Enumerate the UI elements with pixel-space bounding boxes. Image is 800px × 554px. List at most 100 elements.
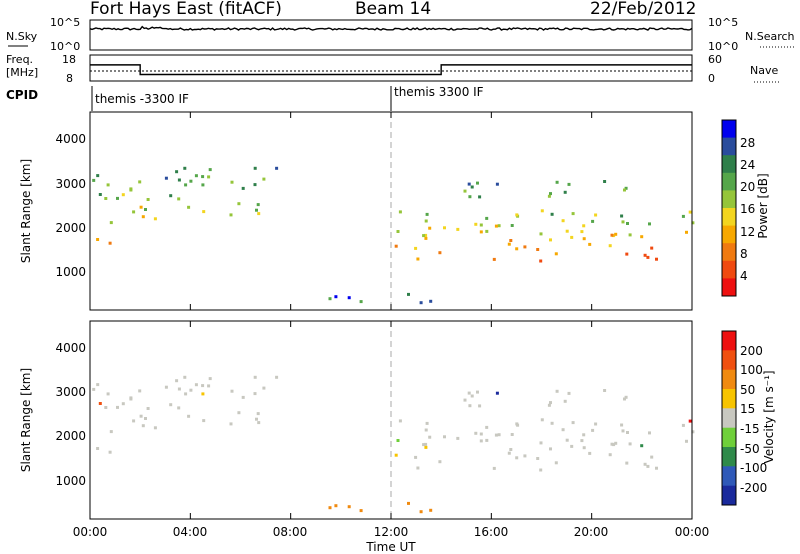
- power-colorbar-swatch-5: [722, 208, 736, 227]
- power-cell: [419, 301, 423, 305]
- vel-cbtick-neg200: -200: [740, 481, 767, 495]
- velocity-cell: [328, 506, 332, 510]
- power-cbtick-28: 28: [740, 136, 755, 150]
- velocity-cell: [626, 431, 629, 434]
- velocity-cell: [650, 455, 654, 459]
- power-cell: [146, 198, 150, 201]
- x-axis-label: Time UT: [365, 540, 416, 554]
- power-cell: [492, 257, 496, 261]
- noise-left-label: N.Sky: [6, 30, 38, 43]
- power-cell: [563, 190, 567, 194]
- velocity-cell: [201, 392, 205, 396]
- power-cbtick-24: 24: [740, 158, 755, 172]
- xtick-0: 00:00: [73, 525, 108, 539]
- power-cell: [144, 208, 147, 211]
- velocity-cell: [567, 391, 571, 395]
- velocity-cell: [407, 501, 410, 505]
- velocity-cell: [92, 387, 96, 391]
- power-cell: [255, 208, 258, 212]
- velocity-cell: [685, 439, 688, 443]
- power-cell: [207, 175, 211, 179]
- power-cbtick-4: 4: [740, 269, 748, 283]
- velocity-cell: [582, 446, 586, 450]
- velocity-cell: [253, 375, 257, 379]
- power-cell: [540, 209, 544, 213]
- velocity-colorbar-frame: [721, 330, 737, 506]
- velocity-cell: [691, 430, 695, 434]
- velocity-cell: [230, 389, 234, 393]
- velocity-cell: [580, 439, 584, 443]
- vel-cbtick-neg100: -100: [740, 461, 767, 475]
- xtick-4: 04:00: [173, 525, 208, 539]
- power-cell: [549, 192, 552, 196]
- power-cell: [495, 182, 499, 186]
- velocity-cell: [681, 423, 685, 427]
- velocity-cell: [479, 432, 483, 436]
- power-cell: [443, 226, 446, 230]
- velocity-cell: [624, 395, 628, 399]
- velocity-cell: [554, 461, 558, 465]
- power-cell: [507, 242, 511, 246]
- power-cell: [612, 234, 616, 238]
- power-cell: [230, 180, 234, 184]
- velocity-cell: [424, 442, 428, 446]
- velocity-cell: [109, 430, 113, 434]
- power-cell: [424, 236, 428, 240]
- velocity-cell: [550, 421, 554, 425]
- power-cell: [96, 238, 100, 241]
- power-cell: [650, 246, 654, 250]
- power-cell: [640, 235, 644, 239]
- velocity-cell: [139, 414, 143, 418]
- velocity-cell: [655, 466, 658, 470]
- power-scatter: [92, 166, 695, 305]
- vel-cbtick-15: 15: [740, 402, 755, 416]
- power-cell: [257, 212, 261, 216]
- velocity-ytick-2000: 2000: [55, 429, 86, 443]
- power-cell: [571, 212, 575, 216]
- power-cell: [536, 248, 540, 251]
- power-cell: [643, 253, 647, 257]
- velocity-cell: [509, 448, 513, 451]
- velocity-ytick-1000: 1000: [55, 474, 86, 488]
- velocity-ylabel: Slant Range [km]: [19, 368, 33, 472]
- velocity-colorbar-swatch-6: [722, 447, 736, 467]
- power-cell: [479, 230, 483, 234]
- velocity-cell: [497, 433, 501, 437]
- power-cell: [523, 245, 527, 249]
- velocity-cell: [414, 455, 418, 459]
- power-cell: [550, 212, 554, 216]
- power-cell: [201, 183, 205, 187]
- power-cell: [253, 183, 257, 187]
- power-cell: [497, 224, 501, 228]
- velocity-cell: [443, 435, 446, 439]
- velocity-colorbar-swatch-7: [722, 466, 736, 487]
- velocity-cell: [207, 384, 211, 388]
- power-cell: [570, 235, 574, 239]
- vel-cbtick-neg50: -50: [740, 442, 760, 456]
- noise-sky-trace: [89, 25, 693, 31]
- xtick-20: 20:00: [574, 525, 609, 539]
- power-cell: [416, 257, 420, 261]
- power-cell: [628, 233, 632, 237]
- nave-tick-bottom: 0: [708, 72, 715, 85]
- power-cell: [424, 233, 428, 237]
- velocity-ytick-3000: 3000: [55, 385, 86, 399]
- velocity-colorbar-label: Velocity [m s⁻¹]: [762, 370, 776, 463]
- power-cell: [567, 182, 571, 186]
- velocity-cell: [625, 461, 629, 465]
- velocity-scatter: [92, 375, 695, 514]
- velocity-cell: [334, 504, 338, 508]
- velocity-cell: [419, 510, 423, 514]
- power-cell: [561, 219, 565, 223]
- xtick-16: 16:00: [474, 525, 509, 539]
- power-cell: [129, 188, 133, 192]
- velocity-cell: [108, 450, 112, 454]
- velocity-cell: [255, 417, 258, 421]
- power-cell: [565, 229, 569, 233]
- power-cell: [478, 195, 482, 199]
- power-cell: [588, 242, 592, 246]
- velocity-cell: [547, 403, 551, 407]
- velocity-cell: [194, 383, 198, 387]
- power-cell: [139, 205, 143, 209]
- power-cell: [116, 196, 119, 200]
